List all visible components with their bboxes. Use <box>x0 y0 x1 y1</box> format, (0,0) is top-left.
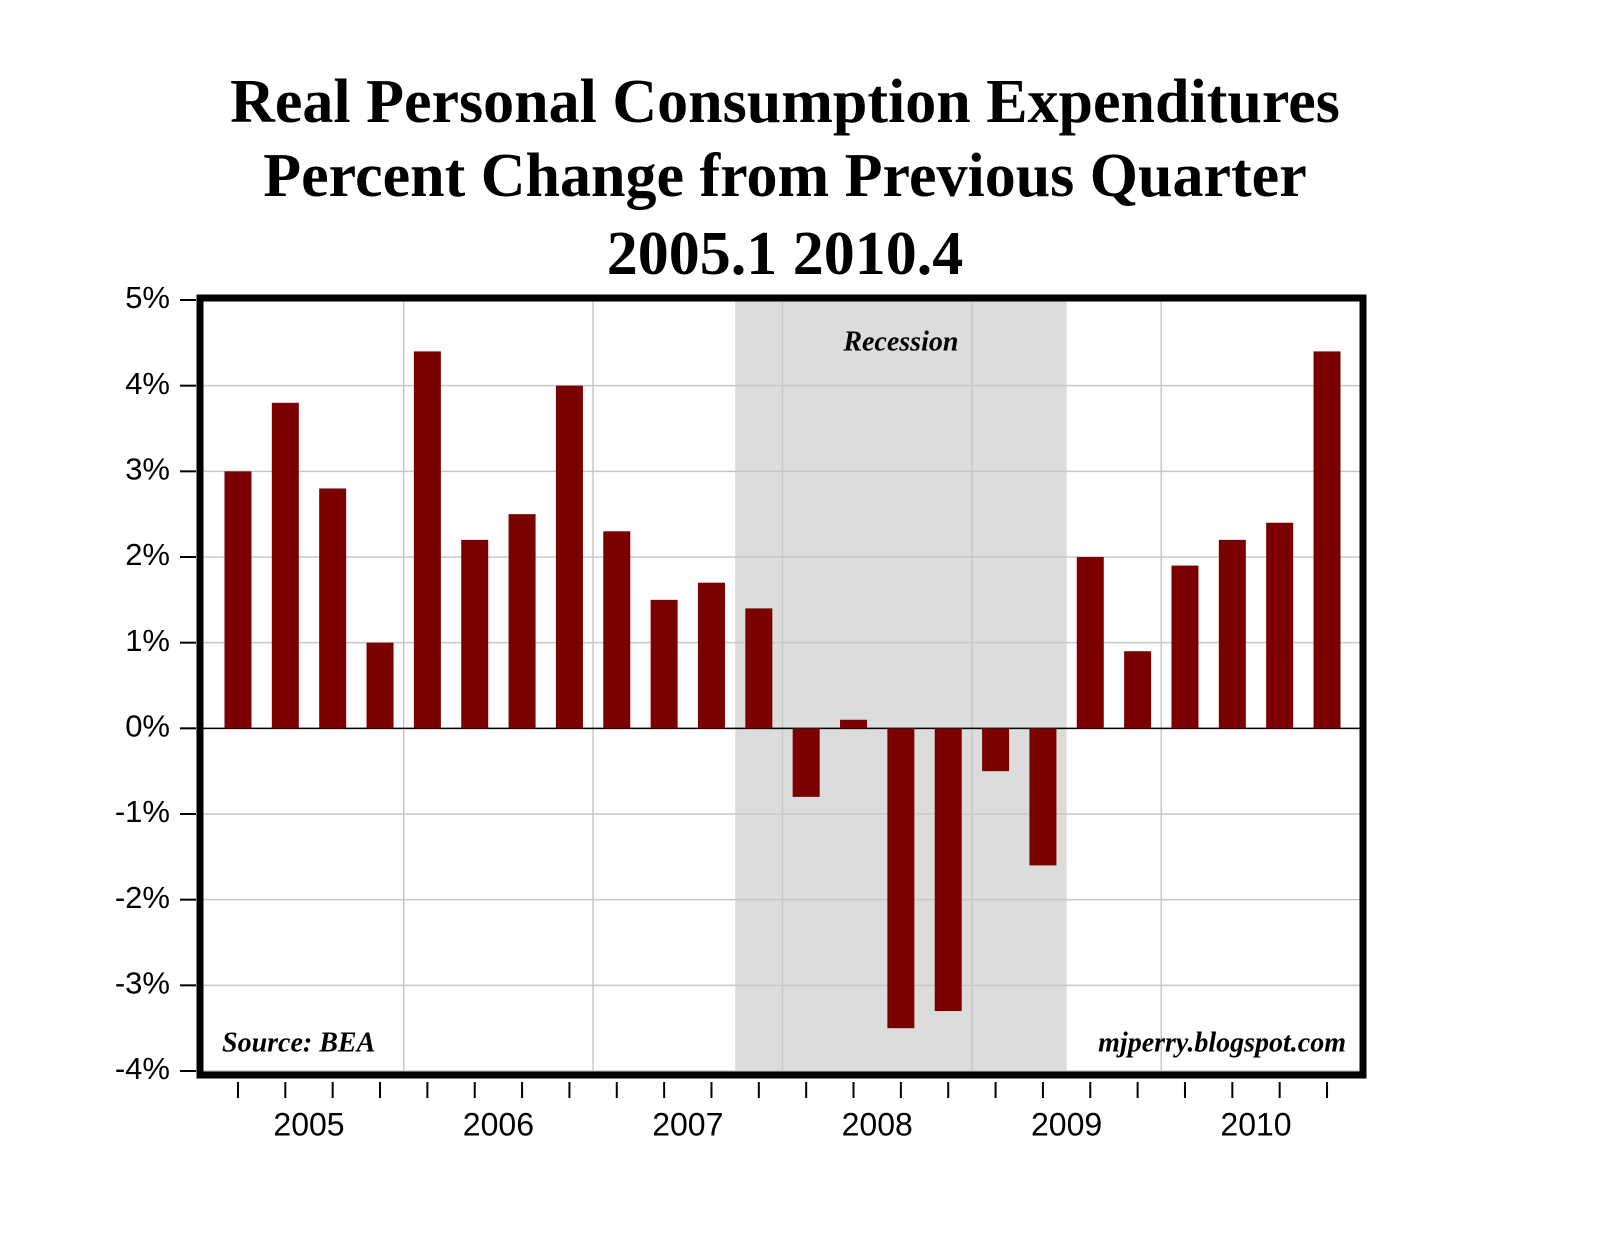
bar <box>224 471 252 729</box>
bar <box>413 351 441 729</box>
x-group-label: 2006 <box>463 1106 534 1142</box>
y-tick-label: 5% <box>125 280 170 315</box>
bar <box>792 728 820 797</box>
recession-label: Recession <box>842 326 958 357</box>
y-tick-label: 0% <box>125 709 170 744</box>
bar <box>508 514 536 729</box>
bar <box>1218 539 1246 729</box>
bar <box>934 728 962 1012</box>
bar <box>1171 565 1199 729</box>
y-tick-label: -1% <box>115 794 170 829</box>
x-group-label: 2005 <box>273 1106 344 1142</box>
chart-title: Percent Change from Previous Quarter <box>263 142 1306 210</box>
y-tick-label: -3% <box>115 966 170 1001</box>
bar <box>271 402 299 729</box>
y-tick-label: 1% <box>125 623 170 658</box>
bar <box>650 599 678 729</box>
x-group-label: 2009 <box>1031 1106 1102 1142</box>
y-tick-label: 3% <box>125 452 170 487</box>
x-group-label: 2010 <box>1220 1106 1291 1142</box>
credit-note: mjperry.blogspot.com <box>1098 1027 1346 1058</box>
bar <box>1266 522 1294 729</box>
bar <box>1313 351 1341 729</box>
bar <box>1029 728 1057 866</box>
bar <box>982 728 1010 772</box>
y-tick-label: 4% <box>125 366 170 401</box>
bar <box>603 531 631 729</box>
y-tick-label: 2% <box>125 537 170 572</box>
bar <box>366 642 394 729</box>
bar <box>461 539 489 729</box>
chart-title: 2005.1 2010.4 <box>607 220 964 288</box>
x-group-label: 2008 <box>842 1106 913 1142</box>
bar <box>1076 557 1104 729</box>
bar <box>319 488 347 729</box>
source-note: Source: BEA <box>222 1027 375 1058</box>
plot-frame <box>196 294 1367 1079</box>
x-group-label: 2007 <box>652 1106 723 1142</box>
y-tick-label: -2% <box>115 880 170 915</box>
bar <box>697 582 725 729</box>
chart-title: Real Personal Consumption Expenditures <box>230 68 1340 136</box>
bar <box>555 385 583 729</box>
bar <box>745 608 773 729</box>
bar <box>1124 651 1152 729</box>
bar <box>887 728 915 1029</box>
bar <box>840 719 868 729</box>
y-tick-label: -4% <box>115 1051 170 1086</box>
